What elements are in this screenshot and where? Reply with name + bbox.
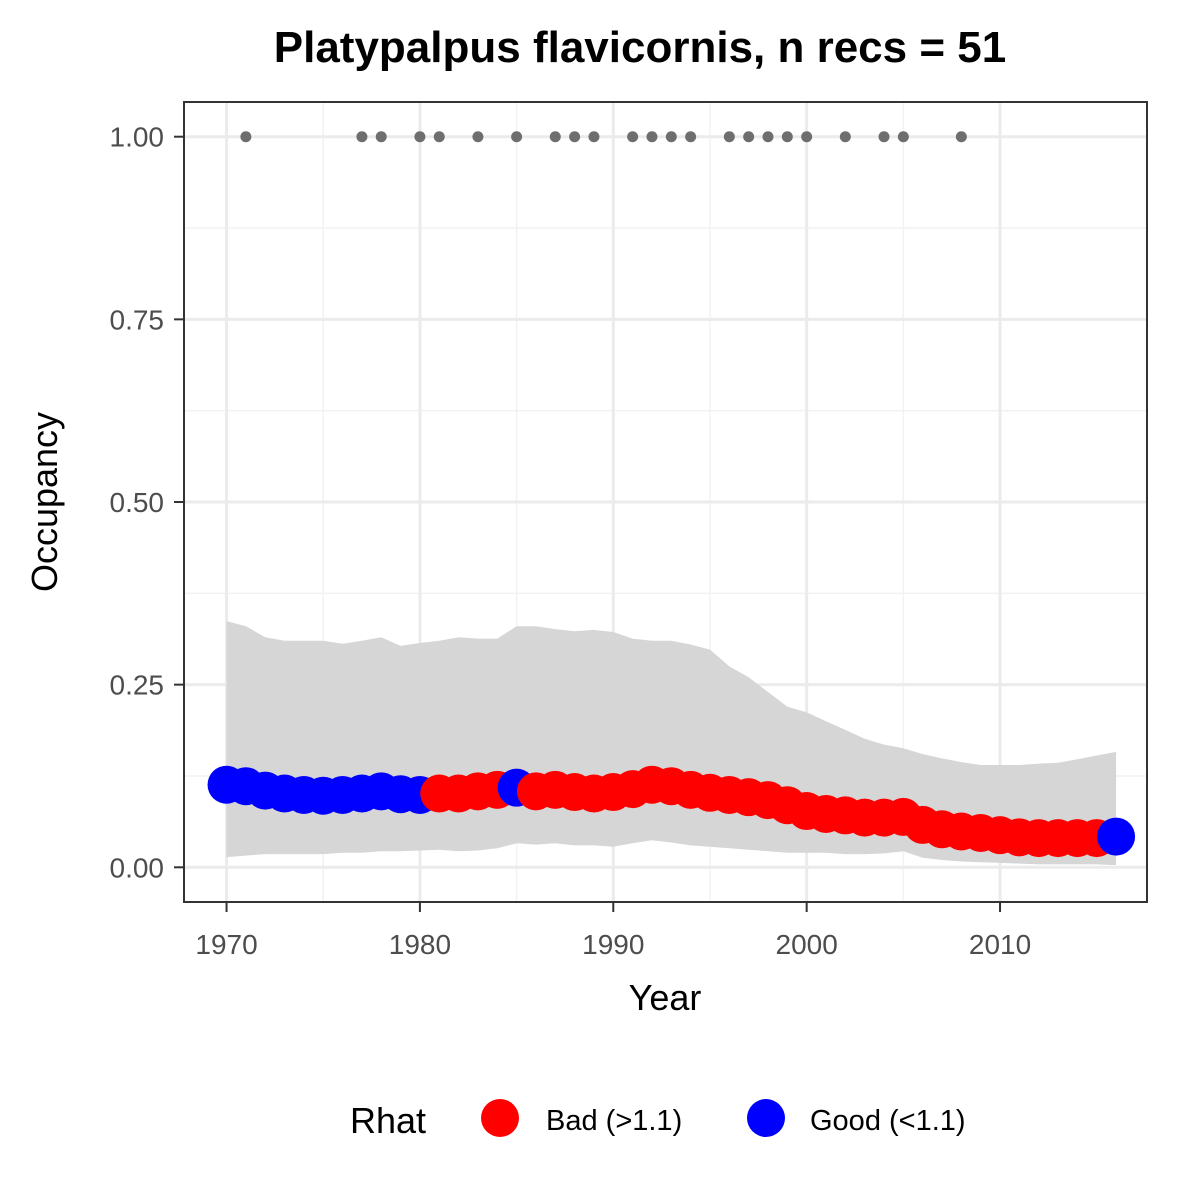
record-point xyxy=(627,131,639,143)
plot-panel xyxy=(183,101,1148,903)
record-point xyxy=(665,131,677,143)
record-point xyxy=(356,131,368,143)
legend-label-good: Good (<1.1) xyxy=(810,1105,966,1137)
record-point xyxy=(781,131,793,143)
x-tick-label: 2000 xyxy=(776,929,838,960)
record-point xyxy=(240,131,252,143)
legend-swatch-bad xyxy=(481,1099,519,1137)
record-point xyxy=(472,131,484,143)
y-tick-label: 0.75 xyxy=(110,304,165,335)
x-tick-label: 1990 xyxy=(582,929,644,960)
legend-title: Rhat xyxy=(350,1100,426,1141)
chart-title: Platypalpus flavicornis, n recs = 51 xyxy=(274,23,1006,72)
record-point xyxy=(762,131,774,143)
x-axis: 1970 1980 1990 2000 2010 xyxy=(195,902,1031,960)
legend-swatch-good xyxy=(747,1099,785,1137)
legend-label-bad: Bad (>1.1) xyxy=(546,1105,682,1137)
x-tick-label: 2010 xyxy=(969,929,1031,960)
occupancy-points xyxy=(207,765,1136,858)
record-point xyxy=(569,131,581,143)
record-point xyxy=(878,131,890,143)
y-axis: 0.00 0.25 0.50 0.75 1.00 xyxy=(110,122,184,883)
occupancy-point-good xyxy=(1097,817,1136,856)
record-point xyxy=(955,131,967,143)
record-point xyxy=(743,131,755,143)
y-axis-title: Occupancy xyxy=(24,412,65,592)
y-tick-label: 0.25 xyxy=(110,670,165,701)
record-point xyxy=(433,131,445,143)
record-point xyxy=(801,131,813,143)
legend: Rhat Bad (>1.1) Good (<1.1) xyxy=(350,1099,966,1141)
record-point xyxy=(511,131,523,143)
y-tick-label: 1.00 xyxy=(110,122,165,153)
x-axis-title: Year xyxy=(629,977,702,1018)
x-tick-label: 1970 xyxy=(195,929,257,960)
record-point xyxy=(897,131,909,143)
record-points xyxy=(240,131,967,143)
record-point xyxy=(588,131,600,143)
y-tick-label: 0.00 xyxy=(110,852,165,883)
record-point xyxy=(839,131,851,143)
record-point xyxy=(549,131,561,143)
y-tick-label: 0.50 xyxy=(110,487,165,518)
x-tick-label: 1980 xyxy=(389,929,451,960)
record-point xyxy=(685,131,697,143)
record-point xyxy=(723,131,735,143)
record-point xyxy=(646,131,658,143)
record-point xyxy=(414,131,426,143)
record-point xyxy=(375,131,387,143)
